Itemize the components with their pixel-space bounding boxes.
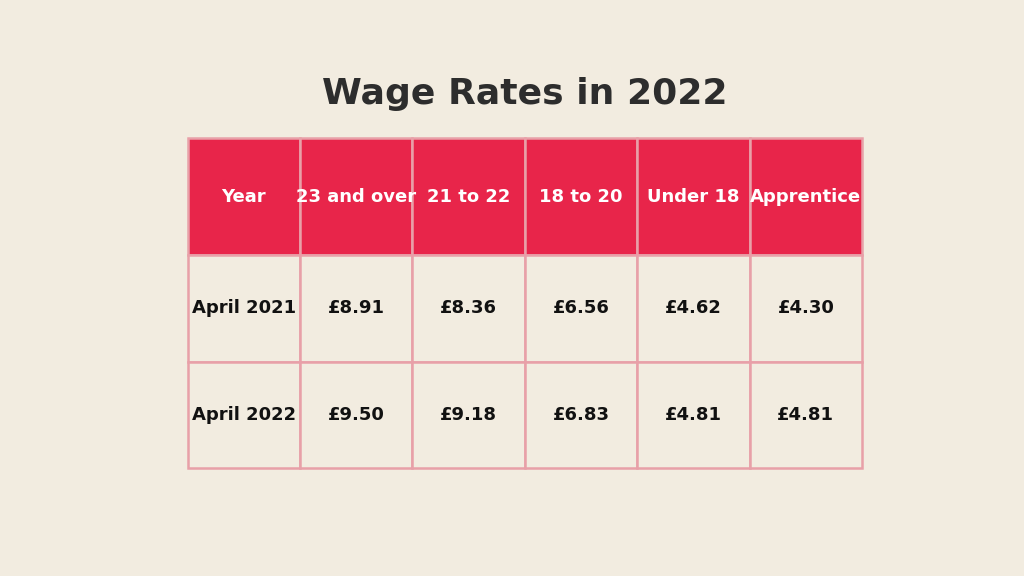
- FancyBboxPatch shape: [300, 138, 413, 255]
- Text: £4.62: £4.62: [665, 300, 722, 317]
- Text: £8.36: £8.36: [440, 300, 497, 317]
- Text: Year: Year: [221, 188, 266, 206]
- Text: £6.56: £6.56: [553, 300, 609, 317]
- Text: Wage Rates in 2022: Wage Rates in 2022: [323, 77, 727, 111]
- FancyBboxPatch shape: [750, 362, 862, 468]
- Text: Under 18: Under 18: [647, 188, 739, 206]
- FancyBboxPatch shape: [524, 255, 637, 362]
- FancyBboxPatch shape: [413, 255, 525, 362]
- FancyBboxPatch shape: [187, 255, 300, 362]
- FancyBboxPatch shape: [637, 255, 750, 362]
- FancyBboxPatch shape: [750, 138, 862, 255]
- FancyBboxPatch shape: [750, 255, 862, 362]
- Text: April 2021: April 2021: [191, 300, 296, 317]
- Text: £4.30: £4.30: [777, 300, 835, 317]
- Text: April 2022: April 2022: [191, 406, 296, 424]
- Text: £6.83: £6.83: [553, 406, 609, 424]
- FancyBboxPatch shape: [524, 138, 637, 255]
- FancyBboxPatch shape: [300, 255, 413, 362]
- Text: 23 and over: 23 and over: [296, 188, 416, 206]
- FancyBboxPatch shape: [300, 362, 413, 468]
- FancyBboxPatch shape: [413, 138, 525, 255]
- Text: £8.91: £8.91: [328, 300, 385, 317]
- Text: 21 to 22: 21 to 22: [427, 188, 510, 206]
- Text: £4.81: £4.81: [665, 406, 722, 424]
- Text: £4.81: £4.81: [777, 406, 835, 424]
- Text: 18 to 20: 18 to 20: [540, 188, 623, 206]
- FancyBboxPatch shape: [637, 362, 750, 468]
- FancyBboxPatch shape: [187, 362, 300, 468]
- Text: £9.18: £9.18: [440, 406, 497, 424]
- FancyBboxPatch shape: [524, 362, 637, 468]
- Text: £9.50: £9.50: [328, 406, 385, 424]
- FancyBboxPatch shape: [637, 138, 750, 255]
- Text: Apprentice: Apprentice: [751, 188, 861, 206]
- FancyBboxPatch shape: [413, 362, 525, 468]
- FancyBboxPatch shape: [187, 138, 300, 255]
